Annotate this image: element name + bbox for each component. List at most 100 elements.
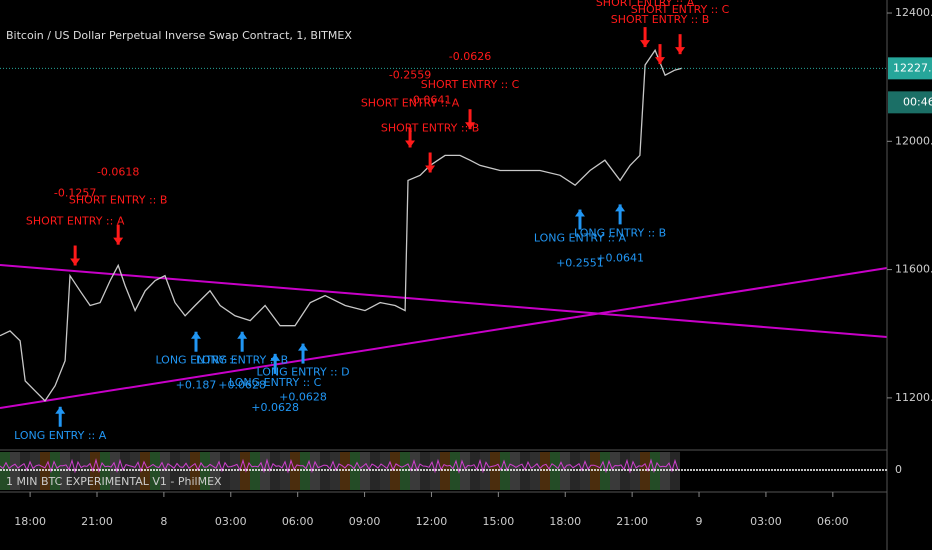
countdown-box [888,91,932,114]
x-tick-label: 12:00 [416,515,448,528]
signal-value: +0.187 [176,379,217,392]
signal-arrowhead [425,165,436,173]
indicator-block [180,452,190,490]
indicator-block [510,452,520,490]
x-tick-label: 21:00 [81,515,113,528]
indicator-block [400,452,410,490]
x-tick-label: 06:00 [817,515,849,528]
signal-value: +0.0628 [279,391,327,404]
indicator-block [670,452,680,490]
signal-arrowhead [55,406,66,414]
signal-label: SHORT ENTRY :: A [361,96,460,109]
indicator-block [290,452,300,490]
indicator-block [410,452,420,490]
signal-label: LONG ENTRY :: B [574,226,666,239]
countdown-label: 00:46 [903,95,932,108]
indicator-block [170,452,180,490]
indicator-block [220,452,230,490]
indicator-block [10,452,20,490]
x-tick-label: 03:00 [750,515,782,528]
signal-arrowhead [465,122,476,130]
indicator-block [30,452,40,490]
last-price-label: 12227.5 [893,61,932,74]
indicator-block [160,452,170,490]
indicator-block [360,452,370,490]
signal-value: -0.0618 [97,166,139,179]
signal-label: SHORT ENTRY :: B [611,13,709,26]
indicator-block [280,452,290,490]
indicator-block [240,452,250,490]
signal-value: +0.2551 [556,257,604,270]
indicator-block [150,452,160,490]
indicator-block [660,452,670,490]
signal-label: SHORT ENTRY :: A [26,215,125,228]
indicator-block [100,452,110,490]
indicator-block [260,452,270,490]
indicator-block [590,452,600,490]
indicator-block [40,452,50,490]
indicator-block [650,452,660,490]
signal-arrowhead [574,209,585,217]
indicator-block [250,452,260,490]
indicator-block [630,452,640,490]
indicator-block [420,452,430,490]
signal-label: SHORT ENTRY :: C [421,78,520,91]
y-tick-label: 11600.0 [895,263,932,276]
trend-line [0,267,888,409]
signal-arrowhead [675,47,686,55]
indicator-block [610,452,620,490]
signal-arrowhead [298,343,309,351]
y-tick-label: 12400.0 [895,6,932,19]
indicator-block [230,452,240,490]
signal-label: SHORT ENTRY :: B [69,194,167,207]
indicator-block [110,452,120,490]
price-line [0,48,683,402]
signal-arrowhead [270,353,281,361]
signal-arrowhead [237,331,248,339]
signal-arrowhead [190,331,201,339]
last-price-box [888,57,932,80]
indicator-block [530,452,540,490]
signal-label: LONG ENTRY :: C [229,376,322,389]
indicator-block [570,452,580,490]
indicator-block [300,452,310,490]
indicator-block [120,452,130,490]
signal-value: -0.1257 [54,187,96,200]
indicator-block [350,452,360,490]
indicator-line [0,458,679,474]
x-tick-label: 03:00 [215,515,247,528]
indicator-block [620,452,630,490]
indicator-block [340,452,350,490]
signal-arrowhead [70,258,81,266]
signal-label: LONG ENTRY :: A [534,232,627,245]
x-tick-label: 09:00 [349,515,381,528]
indicator-block [560,452,570,490]
signal-arrowhead [113,237,124,245]
x-tick-label: 06:00 [282,515,314,528]
signal-label: SHORT ENTRY :: B [381,122,479,135]
indicator-block [80,452,90,490]
signal-arrowhead [655,57,666,65]
indicator-block [330,452,340,490]
indicator-block [370,452,380,490]
signal-arrowhead [405,140,416,148]
indicator-block [390,452,400,490]
signal-label: SHORT ENTRY :: C [631,3,730,16]
signal-label: LONG ENTRY :: A [14,429,107,442]
signal-value: -0.0641 [409,94,451,107]
indicator-block [90,452,100,490]
x-tick-label: 18:00 [549,515,581,528]
trend-line [0,264,888,338]
indicator-tick-label: 0 [895,463,902,476]
y-tick-label: 11200.0 [895,391,932,404]
indicator-block [540,452,550,490]
indicator-block [20,452,30,490]
indicator-block [470,452,480,490]
indicator-block [130,452,140,490]
signal-value: +0.0628 [251,401,299,414]
x-tick-label: 15:00 [483,515,515,528]
indicator-block [490,452,500,490]
signal-value: +0.0628 [218,379,266,392]
indicator-block [320,452,330,490]
